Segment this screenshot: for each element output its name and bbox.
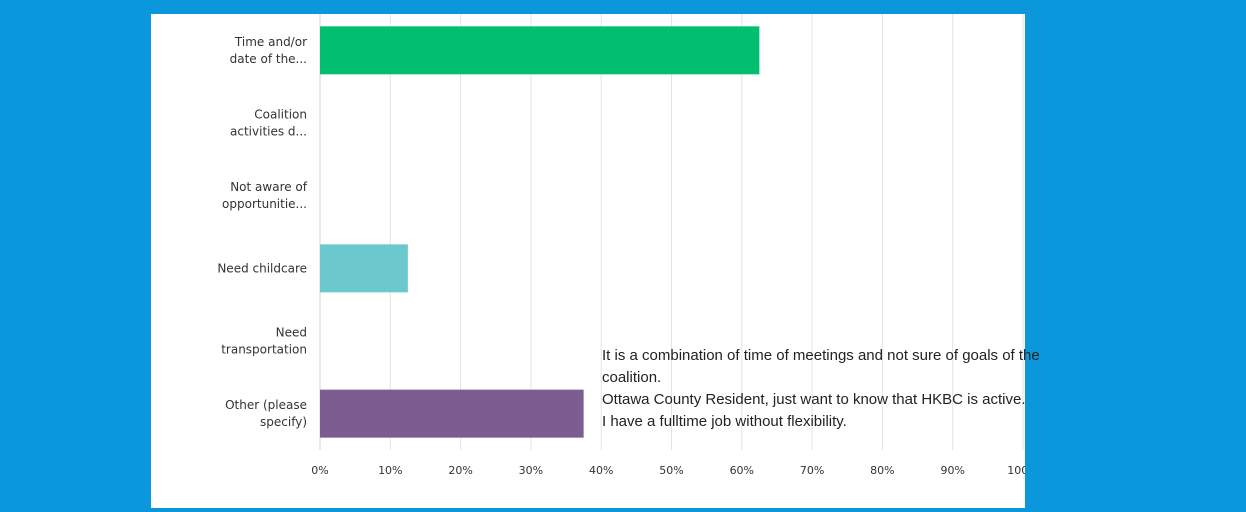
x-tick-label: 90% bbox=[940, 464, 964, 477]
annotation-line: coalition. bbox=[602, 369, 662, 386]
x-tick-label: 50% bbox=[659, 464, 683, 477]
category-label: Need childcare bbox=[217, 261, 307, 275]
bar bbox=[320, 389, 584, 438]
comment-annotation: It is a combination of time of meetings … bbox=[602, 345, 1040, 433]
x-tick-label: 30% bbox=[519, 464, 543, 477]
x-tick-label: 80% bbox=[870, 464, 894, 477]
annotation-line: Ottawa County Resident, just want to kno… bbox=[602, 391, 1026, 408]
category-label: Coalition activities d... bbox=[230, 108, 307, 139]
x-tick-label: 100% bbox=[1007, 464, 1025, 477]
x-tick-label: 70% bbox=[800, 464, 824, 477]
annotation-line: I have a fulltime job without flexibilit… bbox=[602, 413, 847, 430]
bar bbox=[320, 26, 760, 75]
bar bbox=[320, 244, 408, 293]
category-label: Not aware of opportunitie... bbox=[222, 180, 308, 211]
bar-chart: 0% 10% 20% 30% 40% 50% 60% 70% 80% 90% 100% Time an… bbox=[217, 14, 1025, 477]
x-tick-label: 40% bbox=[589, 464, 613, 477]
x-tick-label: 60% bbox=[730, 464, 754, 477]
category-label: Other (please specify) bbox=[225, 398, 307, 429]
x-tick-label: 10% bbox=[378, 464, 402, 477]
x-tick-label: 0% bbox=[311, 464, 328, 477]
chart-panel: 0% 10% 20% 30% 40% 50% 60% 70% 80% 90% 100% Time an… bbox=[151, 14, 1025, 508]
x-tick-label: 20% bbox=[448, 464, 472, 477]
category-label: Time and/or date of the... bbox=[230, 35, 307, 66]
category-label: Need transportation bbox=[221, 326, 307, 357]
annotation-line: It is a combination of time of meetings … bbox=[602, 347, 1040, 364]
